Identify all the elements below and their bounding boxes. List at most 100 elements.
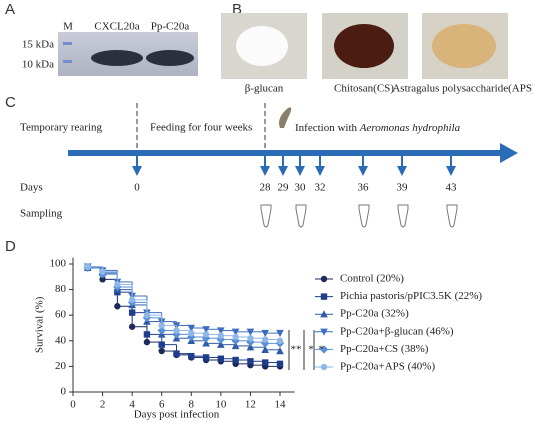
phase-text: Infection with (295, 122, 360, 134)
powder (236, 26, 288, 66)
powder (432, 24, 496, 68)
marker (187, 324, 196, 332)
sample-tube (358, 204, 370, 228)
marker-label: 15 kDa (22, 39, 54, 51)
marker (247, 358, 254, 365)
y-tick-label: 0 (61, 386, 67, 398)
legend-label: Pichia pastoris/pPIC3.5K (22%) (340, 290, 482, 302)
photo-caption: Astragalus polysaccharide(APS) (392, 83, 533, 95)
ladder-band (63, 60, 72, 63)
y-tick-label: 80 (55, 283, 67, 295)
photo-caption: β-glucan (245, 83, 284, 95)
sample-tube (260, 204, 272, 228)
marker (158, 341, 165, 348)
marker (128, 296, 136, 304)
marker (202, 354, 210, 361)
marker (202, 331, 210, 338)
phase-label: Feeding for four weeks (150, 122, 252, 134)
significance-label: * (308, 344, 314, 356)
significance-label: ** (291, 344, 302, 356)
x-axis-label: Days post infection (134, 409, 220, 421)
day-label: 30 (295, 182, 307, 194)
significance-label: * (318, 344, 324, 356)
legend-marker (320, 328, 328, 336)
protein-band (91, 50, 143, 66)
panel-label: C (5, 94, 16, 111)
y-tick-label: 20 (55, 360, 67, 372)
marker (276, 347, 284, 355)
marker (276, 329, 284, 338)
marker (261, 329, 270, 338)
marker (262, 336, 269, 343)
legend-marker (320, 363, 328, 371)
marker (246, 328, 255, 336)
marker (217, 332, 225, 339)
protein-band (146, 50, 194, 66)
lane-label: CXCL20a (94, 21, 139, 33)
sample-tube (397, 204, 409, 228)
day-label: 0 (134, 182, 140, 194)
legend-marker (319, 345, 329, 354)
lane-label: Pp-C20a (151, 21, 190, 33)
phase-label: Infection with Aeromonas hydrophila (295, 122, 461, 134)
marker (114, 281, 121, 288)
marker (114, 303, 121, 310)
marker (276, 337, 284, 344)
marker-label: 10 kDa (22, 59, 54, 71)
x-tick-label: 14 (275, 399, 287, 411)
x-tick-label: 0 (70, 399, 76, 411)
marker (217, 355, 225, 362)
marker (261, 345, 270, 353)
sample-tube (295, 204, 307, 228)
panel-label: D (5, 238, 16, 255)
marker (231, 328, 240, 336)
marker (128, 309, 136, 316)
pathogen: Aeromonas hydrophila (359, 122, 461, 134)
powder (334, 24, 394, 68)
legend-marker (320, 310, 328, 318)
marker (173, 327, 180, 334)
marker (173, 350, 180, 357)
x-tick-label: 10 (215, 399, 227, 411)
marker (202, 326, 210, 334)
day-label: 29 (278, 182, 290, 194)
x-tick-label: 8 (189, 399, 195, 411)
marker (99, 276, 106, 283)
marker (202, 339, 210, 347)
x-tick-label: 4 (129, 399, 135, 411)
y-tick-label: 100 (50, 258, 67, 270)
sample-tube (446, 204, 458, 228)
legend-label: Pp-C20a (32%) (340, 308, 409, 320)
marker (232, 356, 239, 364)
marker (143, 338, 151, 346)
marker (188, 352, 195, 360)
y-tick-label: 40 (55, 334, 67, 346)
legend-label: Pp-C20a+APS (40%) (340, 361, 435, 373)
legend-marker (320, 293, 328, 300)
y-tick-label: 60 (55, 309, 67, 321)
day-label: 32 (315, 182, 326, 194)
timeline-head (500, 143, 518, 163)
marker (158, 322, 165, 329)
marker (246, 343, 255, 351)
legend-label: Control (20%) (340, 273, 404, 285)
legend-label: Pp-C20a+CS (38%) (340, 343, 429, 355)
x-tick-label: 12 (245, 399, 256, 411)
x-tick-label: 2 (100, 399, 106, 411)
bacterium-icon (279, 107, 292, 128)
marker (217, 327, 225, 335)
marker (158, 347, 165, 355)
legend-marker (320, 275, 328, 283)
legend-label: Pp-C20a+β-glucan (46%) (340, 325, 454, 337)
marker (143, 312, 151, 319)
panel-label: A (5, 1, 15, 18)
marker (84, 263, 91, 270)
marker (188, 329, 195, 337)
marker (247, 335, 254, 342)
day-label: 36 (358, 182, 370, 194)
marker (128, 323, 136, 330)
phase-label: Temporary rearing (20, 122, 102, 134)
marker (99, 268, 106, 275)
x-tick-label: 6 (159, 399, 165, 411)
